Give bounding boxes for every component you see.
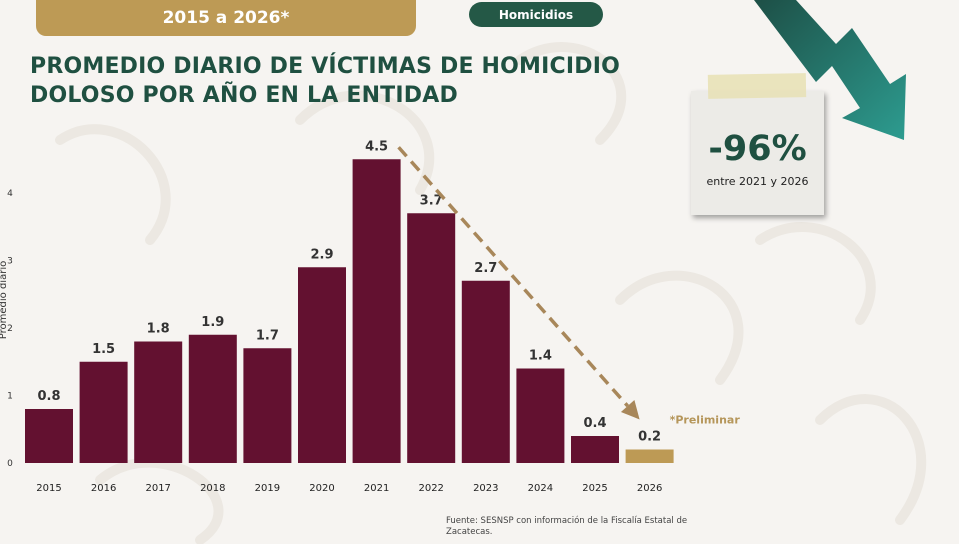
x-tick-label: 2019	[255, 483, 280, 494]
x-tick-label: 2022	[418, 483, 443, 494]
topic-label: Homicidios	[498, 7, 574, 22]
bar-2019	[243, 348, 292, 463]
decrease-arrow-icon	[754, 0, 906, 140]
bar-2020	[298, 267, 346, 463]
topic-pill: Homicidios	[469, 2, 603, 27]
x-tick-label: 2025	[582, 483, 607, 494]
value-label: 1.5	[92, 342, 115, 357]
value-label: 2.9	[310, 247, 333, 262]
y-tick-label: 2	[7, 324, 13, 334]
percent-change-value: -96%	[708, 129, 807, 169]
x-tick-label: 2018	[200, 483, 225, 494]
bar-2017	[134, 341, 183, 463]
y-tick-label: 3	[7, 257, 13, 267]
source-note: Fuente: SESNSP con información de la Fis…	[446, 516, 688, 537]
x-tick-label: 2016	[91, 483, 116, 494]
tape-decoration	[707, 73, 807, 99]
x-tick-label: 2015	[36, 483, 61, 494]
trend-arrow-line	[397, 146, 629, 408]
value-label: 0.4	[583, 416, 606, 431]
x-tick-label: 2017	[145, 483, 170, 494]
preliminary-note: *Preliminar	[670, 414, 741, 427]
value-label: 3.7	[420, 193, 443, 208]
bar-2021	[352, 159, 401, 463]
title-line-1: PROMEDIO DIARIO DE VÍCTIMAS DE HOMICIDIO	[30, 54, 621, 79]
x-tick-label: 2020	[309, 483, 334, 494]
value-label: 1.8	[147, 322, 170, 337]
x-tick-label: 2021	[364, 483, 389, 494]
percent-change-card: -96% entre 2021 y 2026	[691, 91, 824, 215]
page-title: PROMEDIO DIARIO DE VÍCTIMAS DE HOMICIDIO…	[30, 52, 670, 110]
x-tick-label: 2023	[473, 483, 498, 494]
y-tick-label: 0	[7, 459, 13, 469]
x-tick-label: 2026	[637, 483, 662, 494]
value-label: 0.8	[37, 389, 60, 404]
value-label: 0.2	[638, 430, 661, 445]
trend-arrow-head	[620, 400, 640, 420]
bar-2026	[625, 449, 674, 463]
period-tab: 2015 a 2026*	[36, 0, 416, 36]
percent-change-subtitle: entre 2021 y 2026	[706, 175, 809, 188]
bar-2018	[188, 334, 237, 463]
bar-2024	[516, 368, 565, 463]
value-label: 4.5	[365, 139, 388, 154]
title-line-2: DOLOSO POR AÑO EN LA ENTIDAD	[30, 83, 458, 108]
bar-2016	[79, 361, 128, 463]
y-axis-title: Promedio diario	[0, 261, 9, 339]
y-tick-label: 4	[7, 189, 13, 199]
y-tick-label: 1	[7, 392, 13, 402]
value-label: 1.9	[201, 315, 224, 330]
bar-2015	[25, 409, 73, 463]
period-label: 2015 a 2026*	[162, 8, 290, 28]
x-tick-label: 2024	[528, 483, 553, 494]
bar-2022	[407, 213, 456, 463]
value-label: 1.7	[256, 328, 279, 343]
bar-2025	[571, 436, 619, 463]
value-label: 1.4	[529, 349, 552, 364]
bar-2023	[461, 280, 510, 463]
value-label: 2.7	[474, 261, 497, 276]
